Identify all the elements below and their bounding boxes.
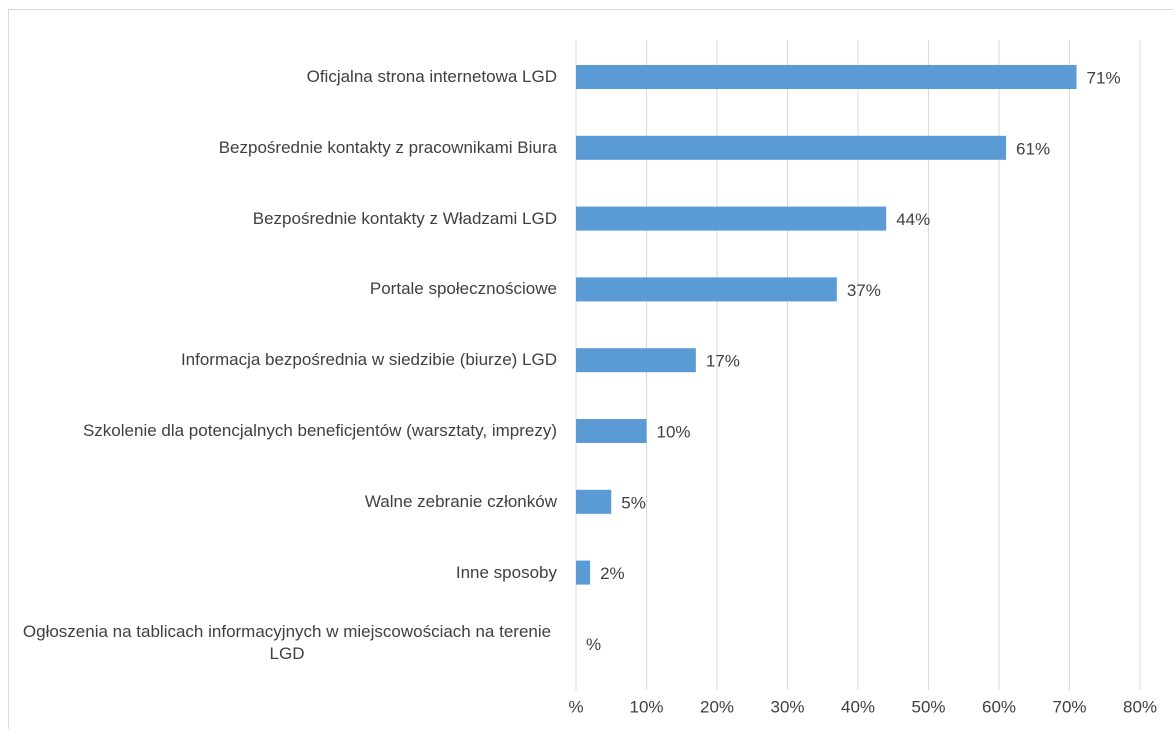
category-label: Bezpośrednie kontakty z pracownikami Biu… [218,137,557,157]
value-label: 5% [621,493,646,512]
bar [576,348,696,373]
x-tick-label: 30% [770,697,804,716]
category-label: Portale społecznościowe [369,279,557,299]
bar [576,206,887,231]
x-tick-label: 10% [629,697,663,716]
value-label: % [586,635,601,654]
category-label: Informacja bezpośrednia w siedzibie (biu… [180,350,557,370]
bar [576,560,591,585]
x-tick-label: 20% [700,697,734,716]
value-label: 71% [1087,68,1121,87]
x-tick-label: 50% [911,697,945,716]
x-tick-label: 40% [841,697,875,716]
bar [576,489,612,514]
category-label: Szkolenie dla potencjalnych beneficjentó… [82,421,557,440]
category-label: Oficjalna strona internetowa LGD [306,67,557,86]
value-label: 61% [1016,139,1050,158]
value-label: 44% [896,210,930,229]
value-label: 10% [657,422,691,441]
value-label: 37% [847,281,881,300]
bar [576,135,1007,160]
value-label: 2% [600,564,625,583]
category-label: Bezpośrednie kontakty z Władzami LGD [252,208,557,228]
bar [576,277,837,302]
x-tick-label: 60% [982,697,1016,716]
category-label: Walne zebranie członków [364,491,557,511]
category-label: Ogłoszenia na tablicach informacyjnych w… [22,622,552,664]
value-label: 17% [706,352,740,371]
bar [576,65,1077,89]
x-tick-label: 70% [1052,697,1086,716]
x-tick-label: 80% [1123,697,1157,716]
x-tick-label: % [568,697,583,716]
category-label: Inne sposoby [455,562,557,582]
bar [576,419,647,443]
chart-frame [8,9,1173,729]
